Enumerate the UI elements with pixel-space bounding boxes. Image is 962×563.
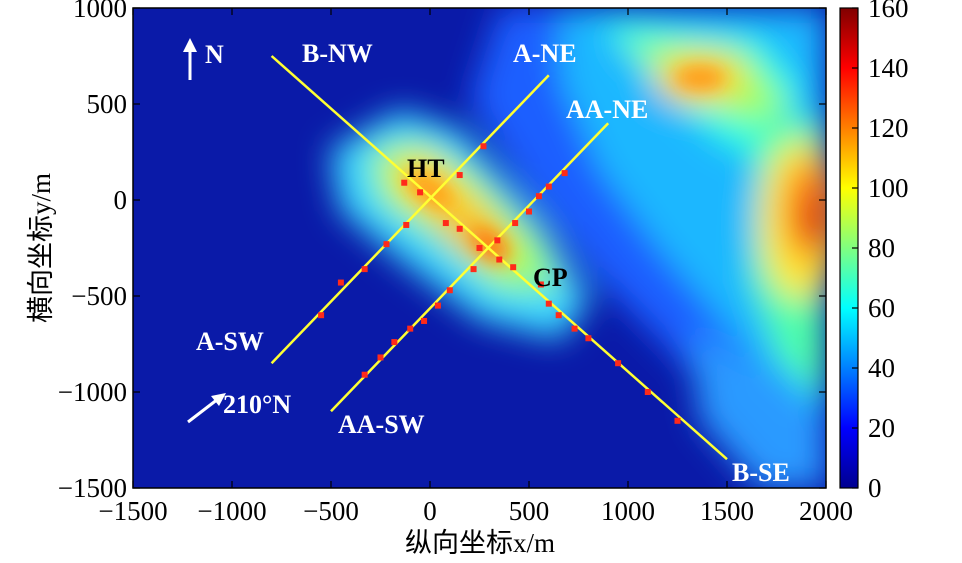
x-tick-label: 1500 bbox=[700, 496, 754, 526]
colorbar-tick-label: 160 bbox=[868, 0, 909, 23]
station-point-b bbox=[545, 300, 552, 307]
x-tick-label: −1000 bbox=[197, 496, 266, 526]
colorbar-tick-label: 100 bbox=[868, 173, 909, 203]
station-point-b bbox=[510, 264, 517, 271]
x-tick-label: −1500 bbox=[98, 496, 167, 526]
y-tick-label: −1000 bbox=[58, 377, 127, 407]
label-b-se: B-SE bbox=[732, 458, 790, 487]
station-point-aa bbox=[512, 220, 519, 227]
station-point-b bbox=[555, 312, 562, 319]
label-b-nw: B-NW bbox=[302, 39, 373, 68]
marker-cp: CP bbox=[533, 263, 568, 292]
y-axis-ticks: 1000 500 0 −500 −1000 −1500 bbox=[58, 0, 826, 503]
y-tick-label: 1000 bbox=[73, 0, 127, 23]
colorbar-tick-label: 20 bbox=[868, 413, 895, 443]
station-point-b bbox=[496, 256, 503, 263]
north-arrow: N bbox=[183, 38, 224, 80]
colorbar-tick-label: 0 bbox=[868, 473, 882, 503]
x-tick-label: −500 bbox=[303, 496, 359, 526]
colorbar-tick-label: 120 bbox=[868, 113, 909, 143]
station-point-aa bbox=[561, 170, 568, 177]
station-point-a bbox=[383, 241, 390, 248]
station-point-aa bbox=[407, 325, 414, 332]
station-point-b bbox=[571, 325, 578, 332]
y-tick-label: 0 bbox=[114, 185, 128, 215]
y-tick-label: −500 bbox=[71, 281, 127, 311]
y-tick-label: −1500 bbox=[58, 473, 127, 503]
station-point-b bbox=[674, 417, 681, 424]
azimuth-label: 210°N bbox=[223, 390, 291, 419]
x-axis-ticks: −1500 −1000 −500 0 500 1000 1500 2000 bbox=[98, 8, 853, 526]
station-point-aa bbox=[535, 193, 542, 200]
label-aa-ne: AA-NE bbox=[566, 95, 648, 124]
station-point-a bbox=[403, 221, 410, 228]
station-point-a bbox=[480, 143, 487, 150]
station-point-b bbox=[476, 245, 483, 251]
colorbar-tick-label: 40 bbox=[868, 353, 895, 383]
station-point-aa bbox=[526, 208, 532, 215]
x-tick-label: 500 bbox=[509, 496, 550, 526]
label-a-ne: A-NE bbox=[513, 39, 577, 68]
station-point-b bbox=[585, 335, 592, 342]
colorbar-tick-label: 60 bbox=[868, 293, 895, 323]
marker-ht: HT bbox=[407, 154, 445, 183]
x-tick-label: 2000 bbox=[799, 496, 853, 526]
station-point-a bbox=[456, 172, 463, 179]
station-point-a bbox=[361, 266, 368, 273]
station-point-b bbox=[537, 281, 544, 288]
station-point-aa bbox=[391, 339, 398, 346]
station-point-b bbox=[401, 179, 408, 186]
y-tick-label: 500 bbox=[87, 89, 128, 119]
colorbar-tick-label: 80 bbox=[868, 233, 895, 263]
station-point-b bbox=[417, 189, 424, 196]
station-point-b bbox=[644, 389, 651, 395]
north-label: N bbox=[205, 40, 224, 69]
station-point-b bbox=[442, 220, 449, 227]
colorbar-ticks: 160 140 120 100 80 60 40 20 0 bbox=[852, 0, 909, 503]
label-aa-sw: AA-SW bbox=[338, 410, 425, 439]
station-point-b bbox=[615, 360, 622, 367]
station-point-aa bbox=[545, 183, 552, 190]
plot-frame bbox=[132, 7, 827, 489]
station-point-aa bbox=[434, 302, 441, 309]
profile-line-a bbox=[270, 74, 550, 365]
station-point-aa bbox=[377, 354, 384, 361]
station-point-aa bbox=[470, 266, 477, 273]
station-points bbox=[318, 143, 681, 424]
x-tick-label: 1000 bbox=[601, 496, 655, 526]
station-point-b bbox=[456, 225, 463, 232]
station-point-aa bbox=[421, 317, 428, 324]
label-a-sw: A-SW bbox=[196, 327, 264, 356]
station-point-aa bbox=[446, 287, 453, 294]
azimuth-arrow: 210°N bbox=[187, 390, 291, 424]
colorbar-tick-label: 140 bbox=[868, 53, 909, 83]
station-point-a bbox=[318, 312, 325, 319]
y-axis-title: 横向坐标y/m bbox=[26, 173, 56, 323]
station-point-a bbox=[337, 279, 344, 286]
station-point-aa bbox=[494, 237, 501, 244]
x-axis-title: 纵向坐标x/m bbox=[405, 528, 555, 558]
x-tick-label: 0 bbox=[423, 496, 437, 526]
station-point-aa bbox=[361, 371, 368, 378]
